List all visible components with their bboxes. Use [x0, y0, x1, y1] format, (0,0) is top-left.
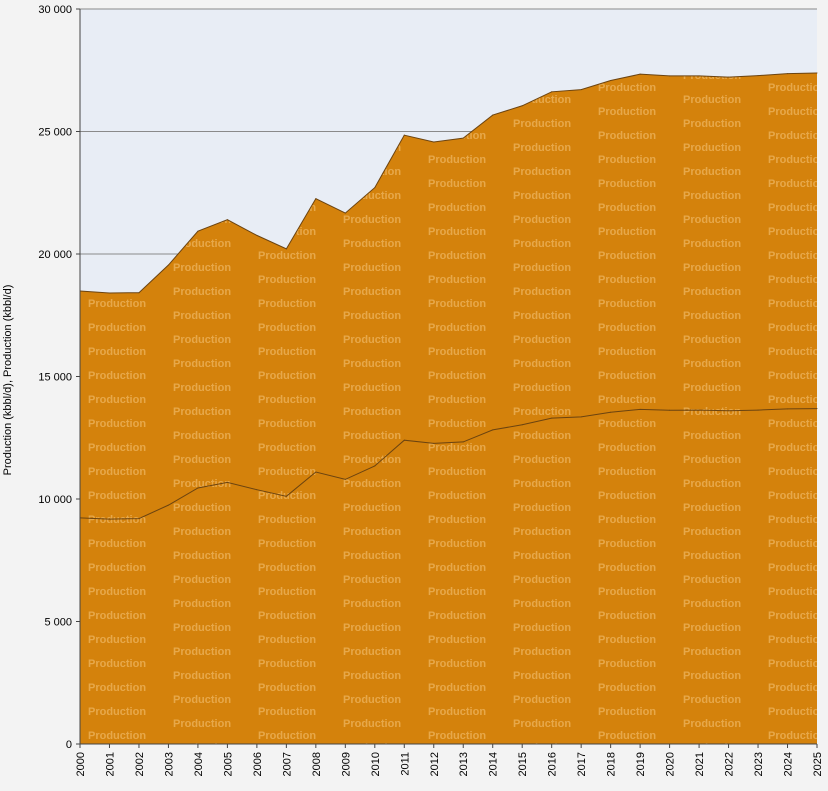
- x-tick-label: 2015: [517, 752, 529, 776]
- series-1-point: [580, 416, 582, 418]
- series-1-point: [521, 424, 523, 426]
- series-2-point: [374, 187, 376, 189]
- x-tick-label: 2023: [753, 752, 765, 776]
- series-2-point: [403, 134, 405, 136]
- x-tick-label: 2008: [311, 752, 323, 776]
- y-tick-label: 5 000: [44, 617, 72, 629]
- x-tick-label: 2018: [606, 752, 618, 776]
- y-tick-label: 25 000: [38, 127, 72, 139]
- series-1-point: [816, 408, 818, 410]
- y-tick-label: 0: [66, 739, 72, 751]
- x-tick-label: 2006: [252, 752, 264, 776]
- series-2-point: [197, 230, 199, 232]
- series-1-point: [374, 465, 376, 467]
- x-tick-label: 2011: [399, 752, 411, 776]
- x-tick-label: 2002: [134, 752, 146, 776]
- series-2-point: [551, 91, 553, 93]
- series-2-point: [315, 198, 317, 200]
- x-tick-label: 2016: [547, 752, 559, 776]
- series-1-point: [728, 410, 730, 412]
- series-1-point: [108, 518, 110, 520]
- series-2-point: [787, 73, 789, 75]
- series-2-point: [167, 264, 169, 266]
- y-tick-label: 10 000: [38, 494, 72, 506]
- series-1-point: [315, 471, 317, 473]
- series-2-line: [79, 72, 818, 294]
- series-2-point: [698, 75, 700, 77]
- series-2-point: [669, 75, 671, 77]
- x-tick-label: 2010: [370, 752, 382, 776]
- series-1-point: [344, 478, 346, 480]
- series-1-point: [492, 429, 494, 431]
- series-2-point: [138, 292, 140, 294]
- y-tick-label: 30 000: [38, 4, 72, 16]
- x-tick-label: 2001: [104, 752, 116, 776]
- x-tick-label: 2017: [576, 752, 588, 776]
- series-2-point: [521, 105, 523, 107]
- series-1-point: [167, 504, 169, 506]
- x-tick-label: 2021: [694, 752, 706, 776]
- series-1-point: [698, 409, 700, 411]
- series-2-point: [108, 292, 110, 294]
- series-1-line: [79, 408, 818, 520]
- series-1-point: [787, 408, 789, 410]
- series-2-point: [226, 219, 228, 221]
- x-tick-label: 2003: [163, 752, 175, 776]
- x-tick-label: 2019: [635, 752, 647, 776]
- series-2-point: [344, 212, 346, 214]
- x-tick-label: 2024: [783, 752, 795, 776]
- x-tick-label: 2025: [812, 752, 824, 776]
- series-2-point: [462, 137, 464, 139]
- area-watermark: [80, 72, 817, 744]
- x-tick-label: 2020: [665, 752, 677, 776]
- series-1-point: [403, 439, 405, 441]
- series-1-point: [669, 409, 671, 411]
- series-2-point: [639, 73, 641, 75]
- x-tick-label: 2005: [222, 752, 234, 776]
- series-1-point: [551, 417, 553, 419]
- x-tick-label: 2022: [724, 752, 736, 776]
- series-1-point: [226, 481, 228, 483]
- series-1-point: [462, 441, 464, 443]
- series-1-point: [433, 442, 435, 444]
- x-tick-label: 2007: [281, 752, 293, 776]
- series-2-point: [610, 80, 612, 82]
- y-axis-label: Production (kbbl/d), Production (kbbl/d): [2, 284, 14, 476]
- x-tick-label: 2014: [488, 752, 500, 776]
- series-1-point: [138, 518, 140, 520]
- x-tick-label: 2013: [458, 752, 470, 776]
- series-2-point: [757, 75, 759, 77]
- x-tick-label: 2012: [429, 752, 441, 776]
- x-tick-label: 2009: [340, 752, 352, 776]
- series-2-point: [580, 89, 582, 91]
- x-tick-label: 2000: [75, 752, 87, 776]
- series-1-point: [757, 409, 759, 411]
- areas: [80, 72, 817, 744]
- y-tick-label: 15 000: [38, 372, 72, 384]
- series-2-point: [256, 234, 258, 236]
- series-2-point: [285, 248, 287, 250]
- series-2-point: [433, 141, 435, 143]
- series-1-point: [285, 495, 287, 497]
- x-tick-label: 2004: [193, 752, 205, 776]
- series-2-point: [728, 76, 730, 78]
- y-tick-label: 20 000: [38, 249, 72, 261]
- series-2-point: [492, 114, 494, 116]
- series-1-point: [197, 487, 199, 489]
- series-2-point: [816, 72, 818, 74]
- series-1-point: [639, 408, 641, 410]
- series-1-point: [610, 411, 612, 413]
- series-1-point: [256, 489, 258, 491]
